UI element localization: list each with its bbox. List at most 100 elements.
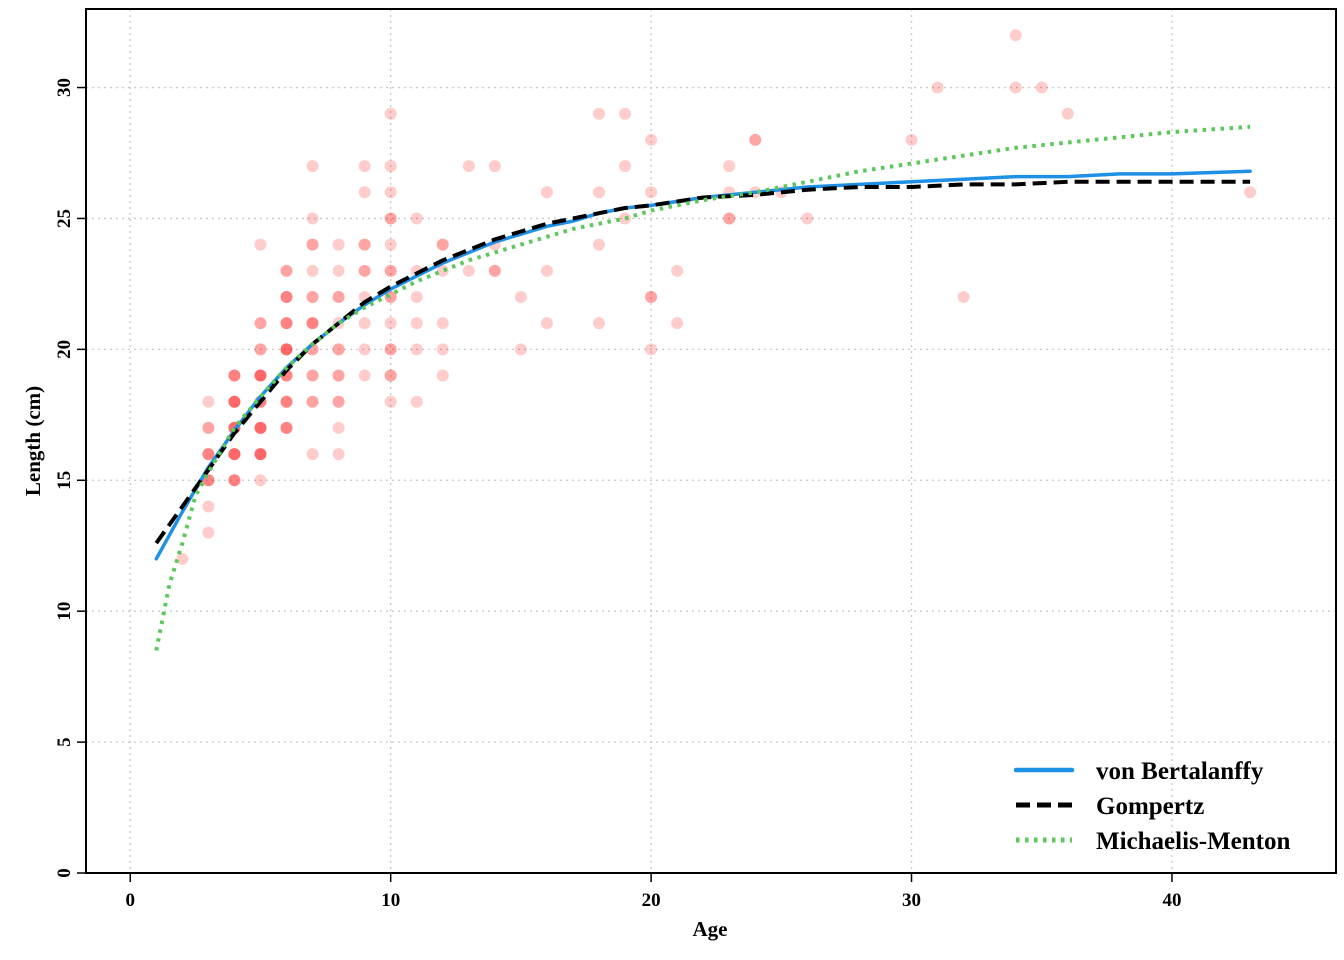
data-point xyxy=(228,474,241,487)
data-point xyxy=(358,369,371,382)
data-point xyxy=(358,238,371,251)
plot-frame xyxy=(85,8,1337,874)
data-point xyxy=(228,448,241,461)
legend-label: Michaelis-Menton xyxy=(1096,828,1291,855)
data-point xyxy=(306,238,319,251)
data-point xyxy=(306,395,319,408)
data-point xyxy=(228,395,241,408)
data-point xyxy=(436,238,449,251)
data-point xyxy=(619,212,632,225)
michaelis-menton-curve xyxy=(154,124,1251,651)
data-point xyxy=(228,474,241,487)
data-point xyxy=(645,291,658,303)
y-tick-label: 30 xyxy=(54,78,75,97)
data-point xyxy=(254,317,267,330)
data-point xyxy=(254,317,267,330)
legend-entry-michaelis-menton: Michaelis-Menton xyxy=(1016,828,1291,855)
data-point xyxy=(254,369,267,382)
data-point xyxy=(228,474,241,487)
data-point xyxy=(593,107,606,120)
data-point xyxy=(1035,81,1048,94)
data-point xyxy=(384,186,397,199)
data-point xyxy=(645,343,658,356)
data-point xyxy=(306,264,319,277)
data-point xyxy=(306,448,319,461)
data-point xyxy=(228,369,241,382)
data-point xyxy=(280,343,293,356)
data-point xyxy=(306,291,319,303)
data-point xyxy=(619,160,632,173)
data-point xyxy=(332,448,345,461)
data-point xyxy=(280,317,293,330)
grid-lines xyxy=(86,9,1336,874)
data-point xyxy=(410,212,423,225)
data-point xyxy=(202,421,215,434)
data-point xyxy=(228,395,241,408)
data-point xyxy=(280,421,293,434)
data-point xyxy=(228,395,241,408)
data-point xyxy=(488,160,501,173)
data-point xyxy=(514,343,527,356)
x-axis-title: Age xyxy=(693,917,728,941)
data-point xyxy=(254,421,267,434)
legend-label: von Bertalanffy xyxy=(1096,758,1264,785)
data-point xyxy=(384,343,397,356)
data-point xyxy=(228,369,241,382)
data-point xyxy=(462,264,475,277)
data-point xyxy=(358,317,371,330)
data-point xyxy=(280,343,293,356)
data-point xyxy=(306,369,319,382)
data-point xyxy=(332,264,345,277)
data-point xyxy=(202,448,215,461)
data-point xyxy=(410,291,423,303)
data-point xyxy=(671,317,684,330)
data-point xyxy=(749,133,762,146)
data-point xyxy=(723,212,736,225)
data-point xyxy=(280,343,293,356)
data-point xyxy=(358,343,371,356)
data-point xyxy=(202,448,215,461)
data-point xyxy=(280,264,293,277)
data-point xyxy=(280,264,293,277)
data-point xyxy=(202,526,215,539)
data-point xyxy=(332,395,345,408)
data-point xyxy=(436,343,449,356)
data-point xyxy=(540,186,553,199)
data-point xyxy=(332,421,345,434)
data-point xyxy=(645,133,658,146)
data-point xyxy=(202,448,215,461)
data-point xyxy=(228,448,241,461)
y-tick-label: 20 xyxy=(54,340,75,359)
data-point xyxy=(280,291,293,303)
data-point xyxy=(254,421,267,434)
data-point xyxy=(254,343,267,356)
data-point xyxy=(488,264,501,277)
data-point xyxy=(593,186,606,199)
x-tick-label: 30 xyxy=(902,890,921,911)
data-point xyxy=(462,160,475,173)
data-point xyxy=(254,421,267,434)
legend-label: Gompertz xyxy=(1096,793,1204,820)
data-point xyxy=(645,186,658,199)
x-tick-label: 10 xyxy=(381,890,400,911)
data-point xyxy=(905,133,918,146)
y-tick-label: 5 xyxy=(54,737,75,747)
data-point xyxy=(280,395,293,408)
data-point xyxy=(436,369,449,382)
data-point xyxy=(957,291,970,303)
data-point xyxy=(384,264,397,277)
data-point xyxy=(723,160,736,173)
data-point xyxy=(384,369,397,382)
data-point xyxy=(436,238,449,251)
data-point xyxy=(254,448,267,461)
data-point xyxy=(254,448,267,461)
data-point xyxy=(280,291,293,303)
data-point xyxy=(306,317,319,330)
data-point xyxy=(384,160,397,173)
data-point xyxy=(749,133,762,146)
data-point xyxy=(593,238,606,251)
data-point xyxy=(384,238,397,251)
data-point xyxy=(306,291,319,303)
y-tick-label: 25 xyxy=(54,209,75,228)
